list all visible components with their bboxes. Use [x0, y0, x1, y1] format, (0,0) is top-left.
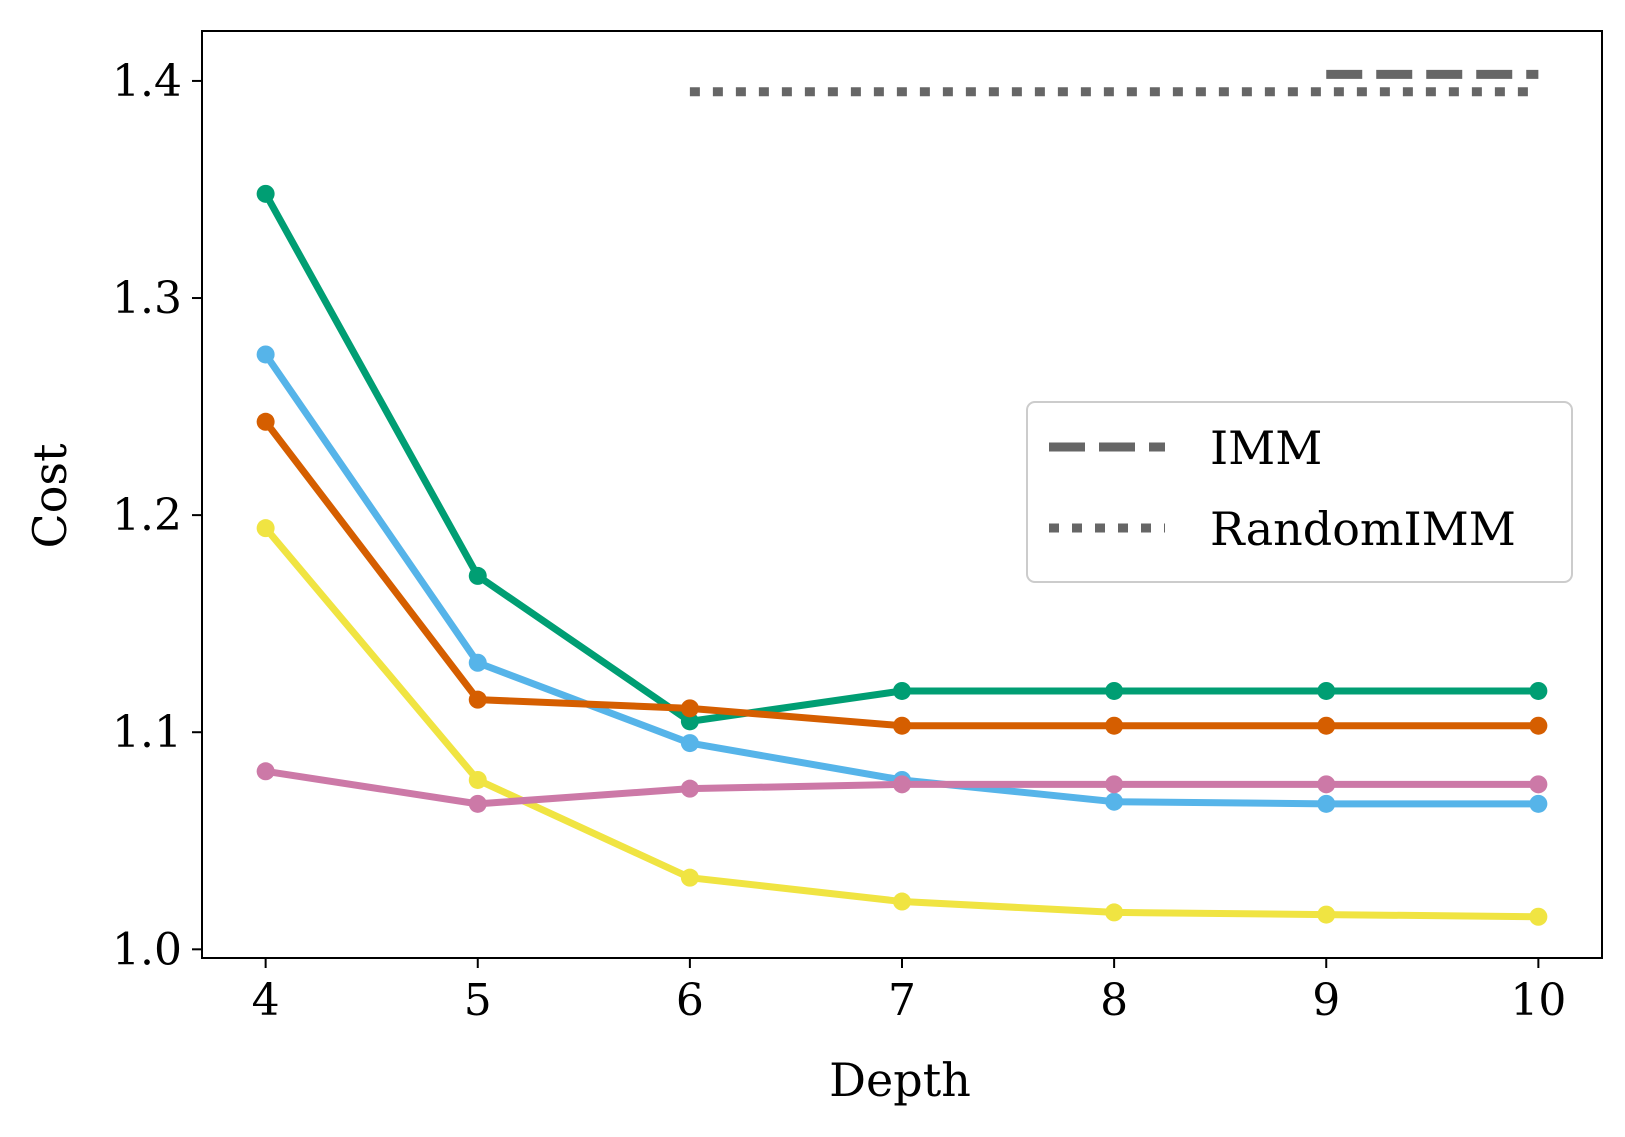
data-point-series-3: [468, 690, 487, 709]
data-point-series-3: [1105, 716, 1124, 735]
data-point-series-1: [468, 566, 487, 585]
data-point-series-1: [1317, 681, 1336, 700]
data-point-series-4: [680, 868, 699, 887]
data-point-series-1: [256, 184, 275, 203]
data-point-series-5: [1317, 775, 1336, 794]
y-axis-label: Cost: [23, 443, 77, 548]
data-point-series-2: [1529, 794, 1548, 813]
data-point-series-3: [256, 412, 275, 431]
data-point-series-2: [1105, 792, 1124, 811]
x-tick-label: 8: [1100, 975, 1128, 1026]
data-point-series-4: [468, 770, 487, 789]
data-point-series-1: [893, 681, 911, 700]
data-point-series-2: [1317, 794, 1336, 813]
data-point-series-4: [256, 519, 275, 538]
legend-label-randomimm: RandomIMM: [1210, 502, 1516, 556]
data-point-series-4: [1317, 905, 1336, 924]
data-point-series-3: [1529, 716, 1548, 735]
x-axis-ticks: 4 5 6 7 8 9 10: [252, 958, 1566, 1026]
y-tick-label: 1.3: [112, 273, 182, 324]
x-axis-label: Depth: [829, 1053, 971, 1107]
data-point-series-5: [468, 794, 487, 813]
data-point-series-5: [256, 762, 275, 781]
legend-label-imm: IMM: [1210, 421, 1322, 475]
data-point-series-2: [468, 653, 487, 672]
data-point-series-5: [1105, 775, 1124, 794]
y-tick-label: 1.2: [112, 490, 182, 541]
x-tick-label: 6: [676, 975, 704, 1026]
y-axis-ticks: 1.0 1.1 1.2 1.3 1.4: [112, 56, 202, 975]
x-tick-label: 4: [252, 975, 280, 1026]
data-point-series-1: [1529, 681, 1548, 700]
y-tick-label: 1.1: [112, 707, 182, 758]
data-point-series-1: [1105, 681, 1124, 700]
plot-layer: [256, 69, 1548, 926]
data-point-series-2: [256, 345, 275, 364]
data-point-series-5: [680, 779, 699, 798]
data-point-series-3: [893, 716, 911, 735]
legend: IMM RandomIMM: [1026, 401, 1573, 583]
x-tick-label: 9: [1312, 975, 1340, 1026]
x-tick-label: 5: [464, 975, 492, 1026]
data-point-series-3: [680, 699, 699, 718]
data-point-series-2: [680, 734, 699, 753]
data-point-series-5: [1529, 775, 1548, 794]
data-point-series-5: [893, 775, 911, 794]
data-point-series-4: [1105, 903, 1124, 922]
data-point-series-4: [1529, 907, 1548, 926]
y-tick-label: 1.4: [112, 56, 182, 107]
x-tick-label: 7: [888, 975, 916, 1026]
x-tick-label: 10: [1510, 975, 1566, 1026]
data-point-series-1: [680, 712, 699, 731]
data-point-series-4: [893, 892, 911, 911]
data-point-series-3: [1317, 716, 1336, 735]
y-tick-label: 1.0: [112, 924, 182, 975]
